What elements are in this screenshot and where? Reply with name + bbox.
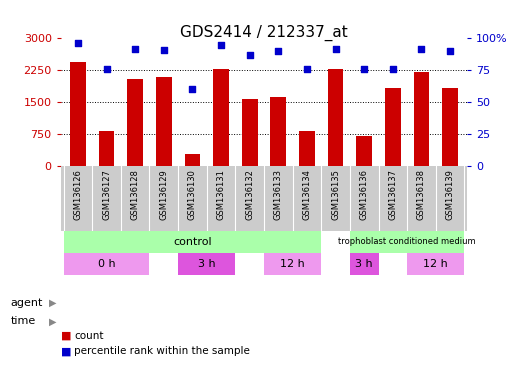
Bar (407, 253, 465, 275)
Bar (63, 253, 149, 275)
Point (303, 66, 311, 72)
Text: GSM136129: GSM136129 (159, 169, 168, 220)
Text: GSM136127: GSM136127 (102, 169, 111, 220)
Text: GSM136131: GSM136131 (216, 169, 225, 220)
Text: ■: ■ (61, 346, 71, 356)
Text: 0 h: 0 h (98, 259, 115, 269)
Bar (442, 88, 458, 166)
Bar (379, 253, 407, 275)
Bar (242, 99, 258, 166)
Text: 12 h: 12 h (280, 259, 305, 269)
Text: GSM136138: GSM136138 (417, 169, 426, 220)
Bar (299, 131, 315, 166)
Text: time: time (11, 316, 36, 326)
Point (332, 45, 340, 51)
Point (159, 47, 168, 53)
Text: GSM136132: GSM136132 (245, 169, 254, 220)
Bar (213, 70, 229, 166)
Bar (350, 253, 379, 275)
Text: ▶: ▶ (49, 298, 56, 308)
Text: GSM136128: GSM136128 (130, 169, 140, 220)
Text: GSM136136: GSM136136 (360, 169, 369, 220)
Point (417, 45, 426, 51)
Bar (413, 72, 429, 166)
Point (389, 66, 397, 72)
Text: GDS2414 / 212337_at: GDS2414 / 212337_at (180, 25, 348, 41)
Text: ▶: ▶ (49, 316, 56, 326)
Bar (321, 253, 350, 275)
Text: GSM136130: GSM136130 (188, 169, 197, 220)
Bar (385, 88, 401, 166)
Bar (178, 253, 235, 275)
Bar (321, 231, 350, 253)
Bar (350, 231, 465, 253)
Bar (264, 253, 321, 275)
Text: GSM136134: GSM136134 (303, 169, 312, 220)
Text: GSM136135: GSM136135 (331, 169, 340, 220)
Point (246, 52, 254, 58)
Point (131, 45, 139, 51)
Bar (127, 79, 143, 166)
Point (360, 66, 369, 72)
Text: control: control (173, 237, 212, 247)
Bar (270, 97, 286, 166)
Bar (185, 154, 200, 166)
Point (188, 86, 196, 92)
Bar (149, 253, 178, 275)
Bar (70, 62, 86, 166)
Bar (235, 253, 264, 275)
Bar (156, 76, 172, 166)
Text: GSM136133: GSM136133 (274, 169, 283, 220)
Text: 3 h: 3 h (198, 259, 215, 269)
Text: GSM136137: GSM136137 (388, 169, 398, 220)
Bar (99, 131, 115, 166)
Bar (356, 136, 372, 166)
Bar (328, 70, 343, 166)
Text: percentile rank within the sample: percentile rank within the sample (74, 346, 250, 356)
Text: 3 h: 3 h (355, 259, 373, 269)
Point (274, 48, 282, 54)
Point (217, 42, 225, 48)
Text: GSM136126: GSM136126 (73, 169, 82, 220)
Point (102, 66, 111, 72)
Text: ■: ■ (61, 331, 71, 341)
Point (446, 48, 454, 54)
Text: count: count (74, 331, 103, 341)
Point (74, 40, 82, 46)
Bar (63, 231, 321, 253)
Text: agent: agent (11, 298, 43, 308)
Text: 12 h: 12 h (423, 259, 448, 269)
Text: GSM136139: GSM136139 (446, 169, 455, 220)
Text: trophoblast conditioned medium: trophoblast conditioned medium (338, 237, 476, 247)
